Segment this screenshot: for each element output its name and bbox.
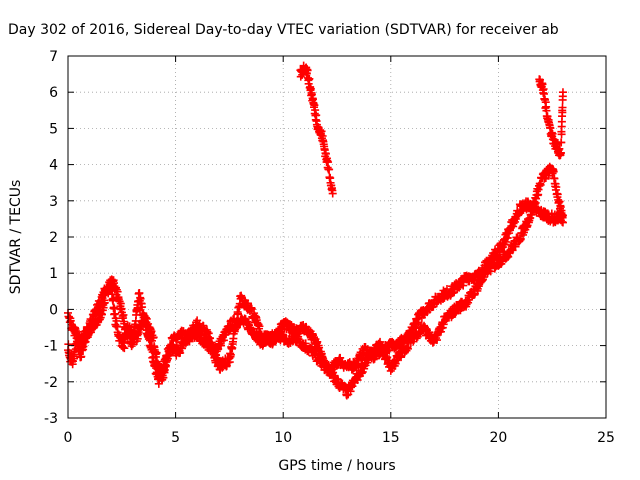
y-tick-label: -1 (44, 339, 58, 355)
data-point (247, 305, 256, 314)
data-point (557, 130, 566, 139)
data-point (556, 149, 565, 158)
data-point (88, 318, 97, 327)
data-points (64, 61, 567, 400)
x-tick-label: 25 (597, 430, 615, 446)
data-point (439, 320, 448, 329)
data-point (147, 327, 156, 336)
data-point (122, 323, 131, 332)
data-point (558, 218, 567, 227)
data-point (501, 237, 510, 246)
data-point (342, 391, 351, 400)
x-tick-label: 5 (171, 430, 180, 446)
data-point (176, 348, 185, 357)
data-point (70, 354, 79, 363)
y-axis-label: SDTVAR / TECUs (8, 180, 24, 295)
y-tick-label: -3 (44, 411, 58, 427)
y-tick-label: -2 (44, 375, 58, 391)
data-point (130, 332, 139, 341)
data-point (204, 329, 213, 338)
data-point (397, 353, 406, 362)
y-tick-label: 6 (49, 85, 58, 101)
data-point (305, 74, 314, 83)
data-point (138, 303, 147, 312)
data-point (161, 361, 170, 370)
data-point (558, 103, 567, 112)
x-tick-label: 10 (274, 430, 292, 446)
data-point (120, 344, 129, 353)
x-tick-label: 20 (489, 430, 507, 446)
data-point (438, 294, 447, 303)
data-point (303, 66, 312, 75)
grid (68, 56, 606, 418)
x-tick-label: 15 (382, 430, 400, 446)
y-axis: -3 -2 -1 0 1 2 3 4 5 6 7 (44, 49, 606, 427)
y-tick-label: 5 (49, 121, 58, 137)
y-tick-label: 1 (49, 266, 58, 282)
y-tick-label: 2 (49, 230, 58, 246)
data-point (325, 165, 334, 174)
x-tick-label: 0 (64, 430, 73, 446)
data-point (357, 369, 366, 378)
data-point (219, 336, 228, 345)
data-point (273, 333, 282, 342)
data-point (527, 210, 536, 219)
x-axis-label: GPS time / hours (278, 458, 395, 474)
data-point (324, 158, 333, 167)
y-tick-label: 7 (49, 49, 58, 65)
data-point (255, 322, 264, 331)
data-point (232, 317, 241, 326)
data-point (558, 88, 567, 97)
y-tick-label: 3 (49, 194, 58, 210)
y-tick-label: 0 (49, 302, 58, 318)
data-point (536, 180, 545, 189)
data-point (328, 189, 337, 198)
data-point (276, 327, 285, 336)
data-point (414, 318, 423, 327)
data-point (98, 310, 107, 319)
data-point (553, 139, 562, 148)
data-point (380, 347, 389, 356)
data-point (557, 138, 566, 147)
y-tick-label: 4 (49, 158, 58, 174)
data-point (503, 233, 512, 242)
x-axis: 0 5 10 15 20 25 (64, 56, 615, 446)
data-point (486, 267, 495, 276)
chart-title: Day 302 of 2016, Sidereal Day-to-day VTE… (8, 22, 559, 38)
data-point (317, 127, 326, 136)
